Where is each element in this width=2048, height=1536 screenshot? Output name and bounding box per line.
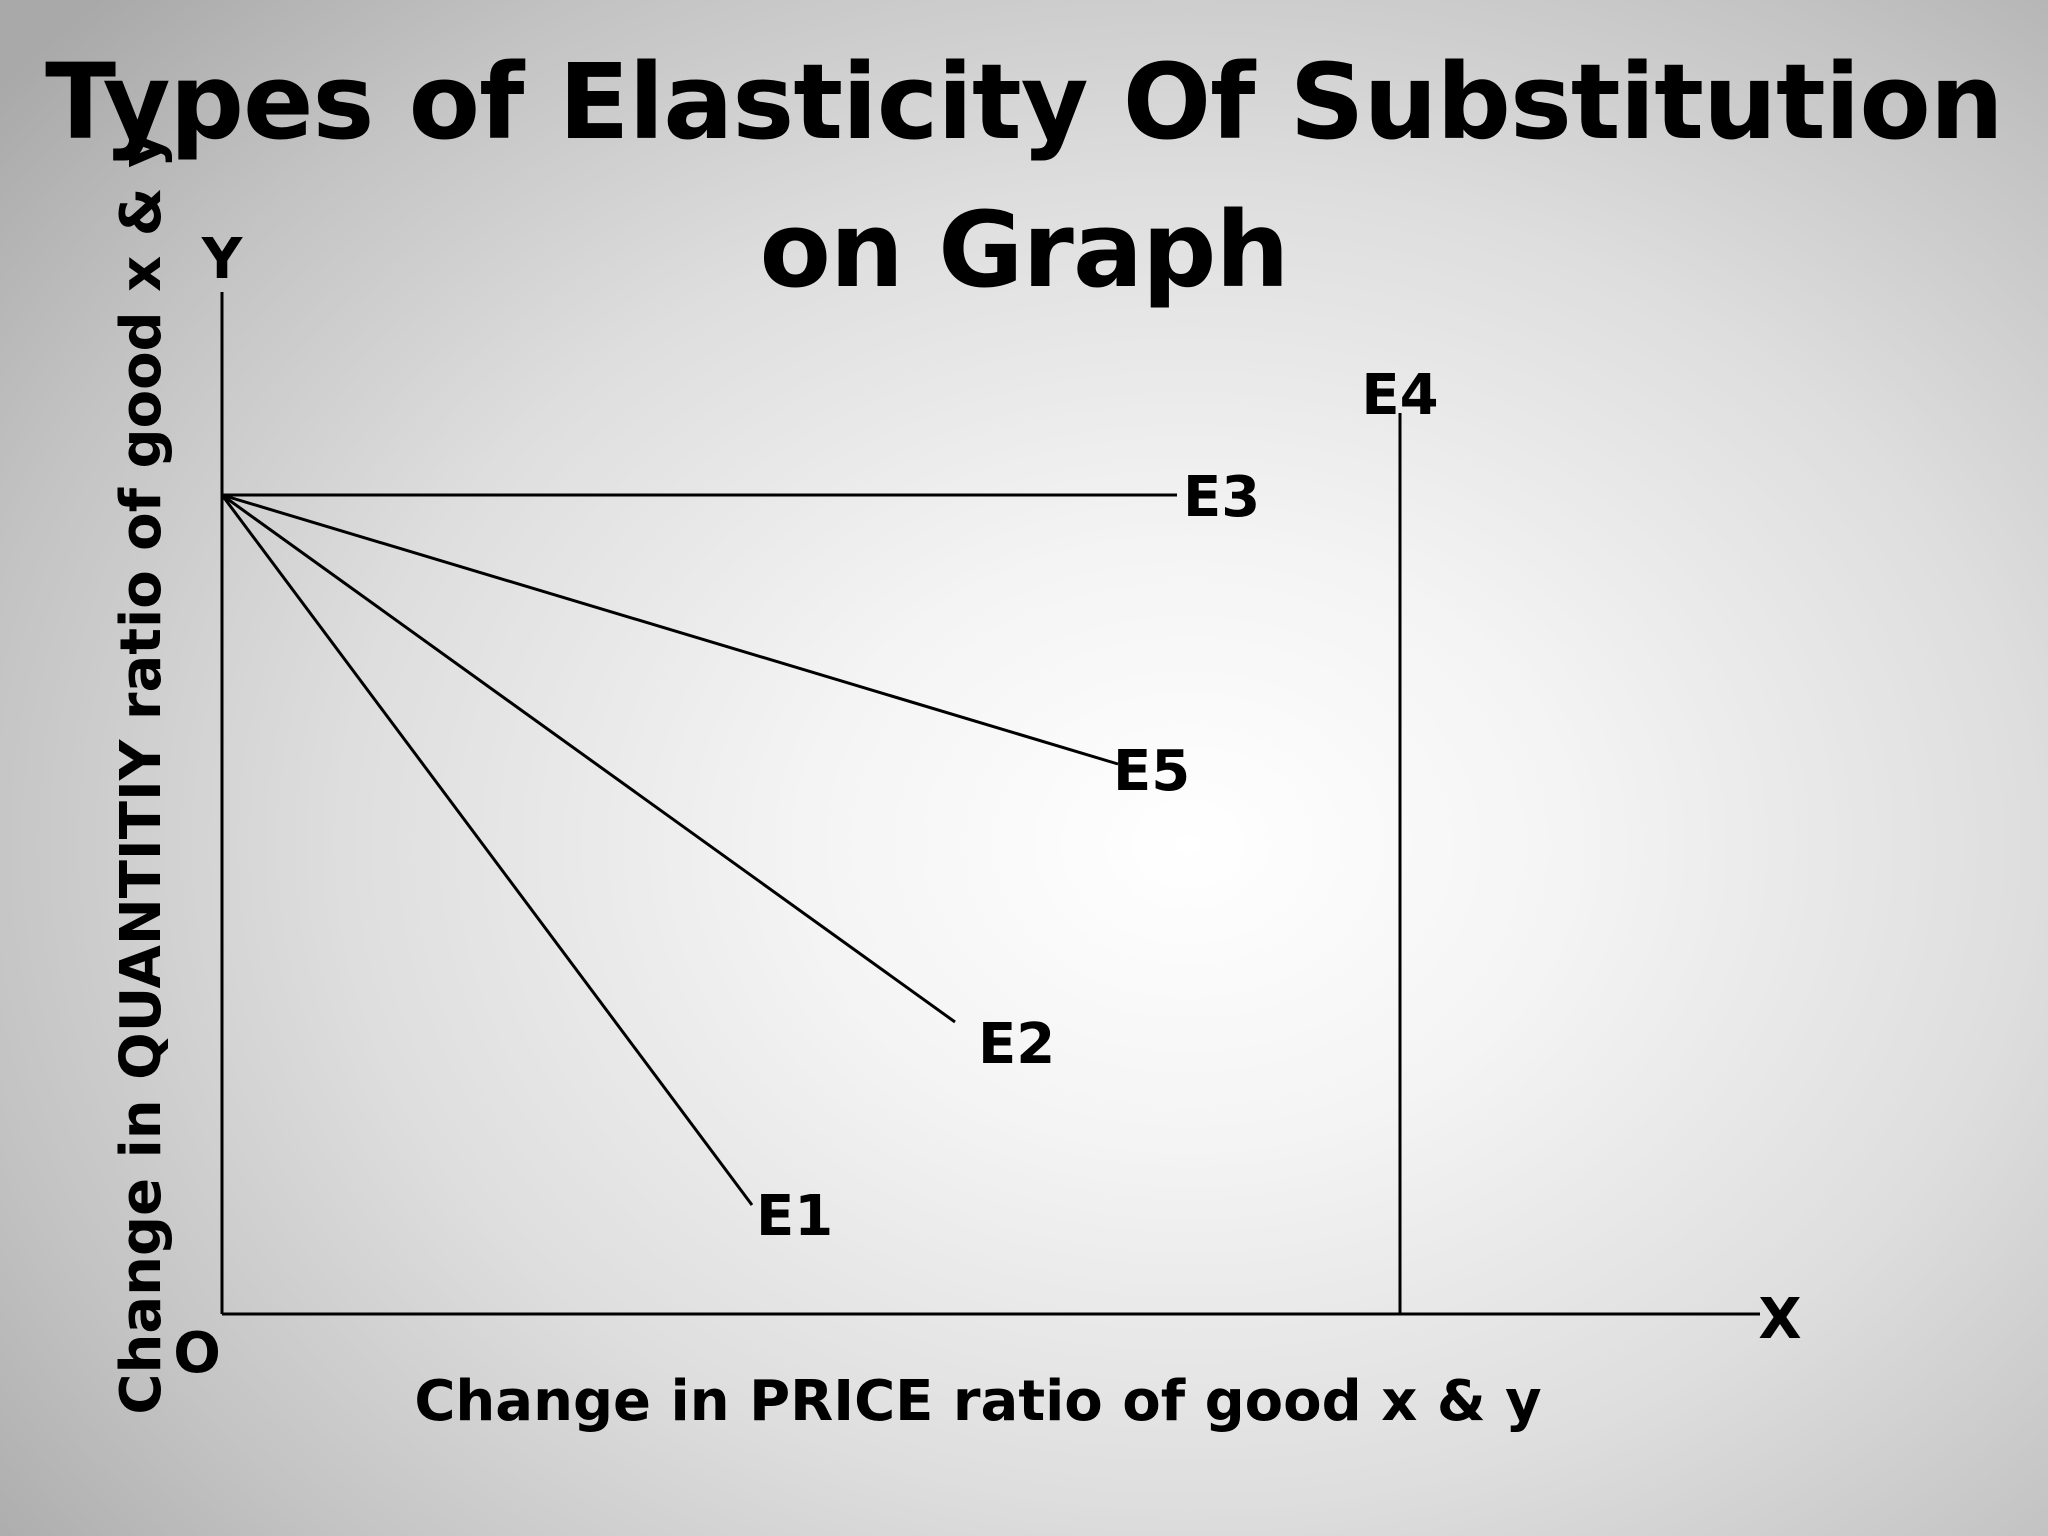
x-axis-label: X (1758, 1287, 1801, 1352)
y-axis-label: Y (201, 227, 244, 292)
label-e2: E2 (978, 1012, 1055, 1077)
label-e3: E3 (1183, 465, 1260, 530)
slide-title: Types of Elasticity Of Substitution on G… (45, 41, 2004, 311)
origin-label: O (173, 1321, 221, 1386)
x-axis-title: Change in PRICE ratio of good x & y (414, 1369, 1541, 1434)
label-e1: E1 (756, 1184, 833, 1249)
label-e4: E4 (1361, 363, 1438, 428)
line-e5 (221, 493, 1119, 766)
line-e2 (221, 493, 956, 1024)
label-e5: E5 (1113, 739, 1190, 804)
y-axis-title: Change in QUANTITIY ratio of good x & y (109, 131, 174, 1414)
line-e1 (220, 494, 754, 1206)
